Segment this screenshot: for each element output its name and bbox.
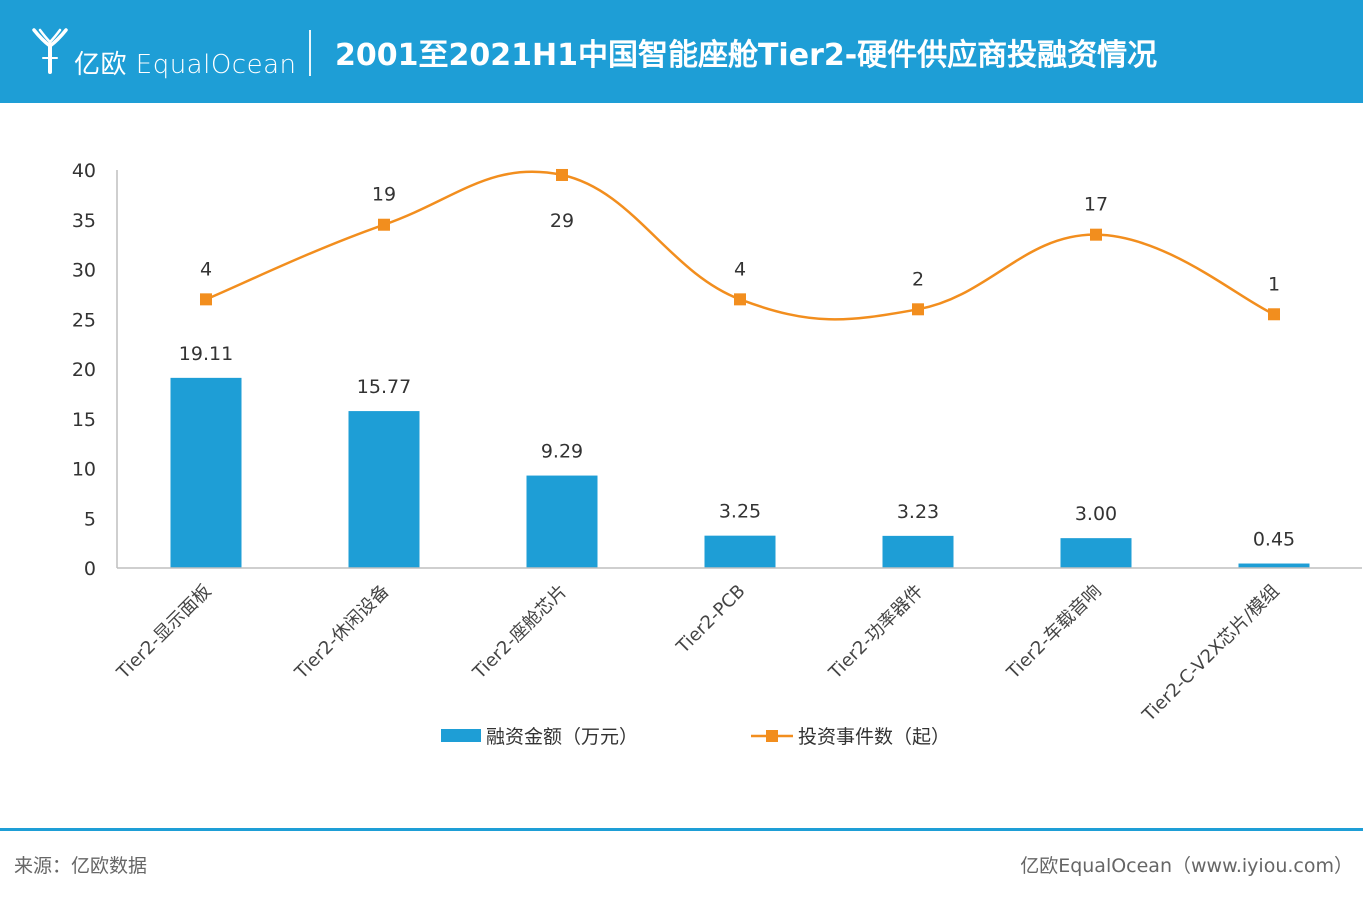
- line-data-label: 19: [372, 184, 396, 206]
- bar-data-label: 3.23: [897, 501, 939, 523]
- line-marker: [378, 218, 390, 231]
- bar: [526, 475, 598, 568]
- x-axis: Tier2-显示面板 Tier2-休闲设备 Tier2-座舱芯片 Tier2-PCB T…: [112, 567, 1362, 727]
- x-tick-label: Tier2-C-V2X芯片/模组: [1138, 581, 1284, 727]
- legend-line-marker: [766, 730, 778, 742]
- bar-series: [170, 377, 1310, 568]
- bar: [882, 535, 954, 568]
- combo-chart: 0 5 10 15 20 25 30 35 40 19.11 15.77 9.29 3.25 3.23 3…: [72, 160, 1362, 748]
- x-tick-label: Tier2-PCB: [672, 581, 750, 659]
- y-tick-label: 15: [72, 409, 96, 431]
- yiou-logo-icon: [32, 28, 68, 74]
- bar-data-label: 0.45: [1253, 529, 1295, 551]
- bar-data-label: 3.25: [719, 501, 761, 523]
- y-tick-label: 10: [72, 459, 96, 481]
- y-tick-label: 5: [84, 508, 96, 530]
- line-marker: [912, 303, 924, 316]
- y-tick-label: 40: [72, 160, 96, 182]
- legend-line-label: 投资事件数（起）: [798, 726, 950, 748]
- bar: [348, 411, 420, 568]
- line-data-label: 29: [550, 210, 574, 232]
- line-series: [200, 168, 1280, 321]
- header-banner: 亿欧 EqualOcean 2001至2021H1中国智能座舱Tier2-硬件供…: [0, 0, 1363, 103]
- y-tick-label: 25: [72, 309, 96, 331]
- y-tick-label: 35: [72, 210, 96, 232]
- bar-data-labels: 19.11 15.77 9.29 3.25 3.23 3.00 0.45: [179, 343, 1295, 551]
- line-marker: [556, 168, 568, 181]
- bar-data-label: 15.77: [357, 376, 411, 398]
- x-tick-label: Tier2-座舱芯片: [468, 581, 571, 684]
- x-tick-label: Tier2-功率器件: [824, 581, 927, 684]
- logo-text: 亿欧 EqualOcean: [74, 50, 297, 80]
- line-marker: [200, 293, 212, 306]
- bar-data-label: 19.11: [179, 343, 233, 365]
- page-title: 2001至2021H1中国智能座舱Tier2-硬件供应商投融资情况: [335, 38, 1158, 73]
- line-data-label: 1: [1268, 273, 1280, 295]
- source-note: 来源：亿欧数据: [14, 855, 148, 877]
- line-data-label: 4: [200, 258, 212, 280]
- bar: [1060, 538, 1132, 568]
- header-divider: [309, 30, 311, 76]
- bar-data-label: 9.29: [541, 441, 583, 463]
- bar: [170, 377, 242, 568]
- line-data-labels: 4 19 29 4 2 17 1: [200, 184, 1280, 296]
- line-marker: [734, 293, 746, 306]
- bar: [704, 535, 776, 568]
- brand-note: 亿欧EqualOcean（www.iyiou.com）: [1020, 855, 1353, 877]
- x-tick-label: Tier2-显示面板: [112, 581, 215, 684]
- line-data-label: 2: [912, 268, 924, 290]
- bar-data-label: 3.00: [1075, 503, 1117, 525]
- bar: [1238, 563, 1310, 568]
- legend-bar-swatch: [441, 729, 481, 742]
- y-tick-label: 0: [84, 558, 96, 580]
- x-tick-label: Tier2-车载音响: [1002, 581, 1105, 684]
- line-data-label: 4: [734, 258, 746, 280]
- footer-divider: [0, 828, 1363, 831]
- y-axis: 0 5 10 15 20 25 30 35 40: [72, 160, 118, 580]
- y-tick-label: 30: [72, 260, 96, 282]
- legend: 融资金额（万元） 投资事件数（起）: [441, 726, 950, 748]
- line-marker: [1090, 228, 1102, 241]
- legend-bar-label: 融资金额（万元）: [486, 726, 638, 748]
- line-data-label: 17: [1084, 194, 1108, 216]
- x-tick-label: Tier2-休闲设备: [290, 581, 393, 684]
- line-marker: [1268, 308, 1280, 321]
- y-tick-label: 20: [72, 359, 96, 381]
